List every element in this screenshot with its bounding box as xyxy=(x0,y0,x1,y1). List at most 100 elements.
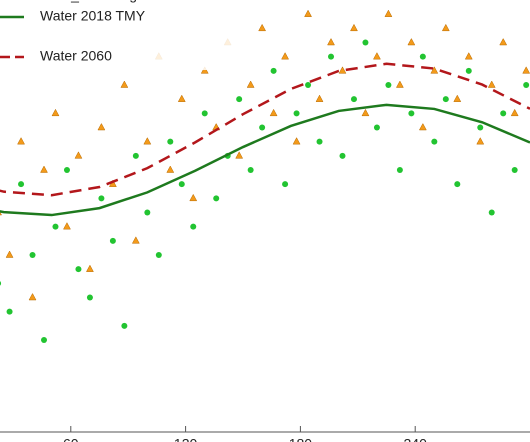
point xyxy=(40,165,48,173)
point xyxy=(86,264,94,272)
point xyxy=(373,52,381,60)
point xyxy=(167,138,174,145)
x-tick-label: 120 xyxy=(174,436,198,442)
legend-box xyxy=(0,0,250,70)
point xyxy=(235,151,244,159)
x-tick-label: 240 xyxy=(404,436,428,442)
legend-label: Water 2018 TMY xyxy=(40,8,146,24)
point xyxy=(5,250,14,258)
point xyxy=(201,110,208,117)
point xyxy=(361,108,370,117)
point xyxy=(166,165,175,173)
point xyxy=(144,209,151,216)
point xyxy=(328,53,335,60)
point xyxy=(97,122,106,131)
point xyxy=(98,195,105,202)
point xyxy=(189,193,198,202)
point xyxy=(407,37,416,46)
point xyxy=(408,110,415,117)
point xyxy=(131,236,140,244)
point xyxy=(327,37,335,46)
point xyxy=(350,96,357,103)
point xyxy=(200,66,209,74)
point xyxy=(63,222,71,230)
curve xyxy=(0,103,530,217)
point xyxy=(74,151,83,159)
point xyxy=(269,108,278,117)
point xyxy=(373,124,380,131)
point xyxy=(338,66,347,74)
point xyxy=(477,124,484,131)
point xyxy=(464,52,473,60)
point xyxy=(395,80,404,88)
point xyxy=(63,167,70,173)
point xyxy=(109,237,116,244)
point xyxy=(246,80,255,88)
point xyxy=(500,110,507,117)
point xyxy=(120,80,129,88)
point xyxy=(476,137,485,145)
x-tick-label: 60 xyxy=(63,436,79,442)
point xyxy=(316,138,323,145)
x-axis: 60 120 180 240 xyxy=(0,426,530,442)
point xyxy=(315,94,324,102)
point xyxy=(396,167,403,173)
point xyxy=(465,67,472,74)
point xyxy=(28,292,37,301)
point xyxy=(178,181,185,188)
point xyxy=(523,82,530,88)
point xyxy=(339,152,346,159)
point xyxy=(281,52,290,60)
point xyxy=(190,223,197,230)
point xyxy=(442,96,449,103)
point xyxy=(522,66,530,74)
point xyxy=(236,96,243,103)
point xyxy=(29,252,36,258)
point xyxy=(419,53,426,60)
point xyxy=(292,137,301,145)
point xyxy=(304,9,312,17)
legend-label: 2060_Chill: Avg = 15.6 °C xyxy=(40,0,200,3)
point xyxy=(282,181,289,188)
point xyxy=(350,23,358,32)
point xyxy=(511,167,518,173)
point xyxy=(488,209,495,216)
point xyxy=(385,82,392,88)
point xyxy=(270,67,277,74)
point xyxy=(177,94,186,102)
point xyxy=(132,152,139,159)
point xyxy=(453,94,462,102)
point xyxy=(17,137,25,145)
point xyxy=(487,80,496,88)
point xyxy=(0,281,2,286)
x-tick-label: 180 xyxy=(289,436,313,442)
point xyxy=(441,23,450,32)
point xyxy=(18,181,25,188)
point xyxy=(52,223,59,230)
point xyxy=(0,211,3,216)
point xyxy=(75,266,82,273)
point xyxy=(143,137,152,145)
point xyxy=(258,23,267,32)
point xyxy=(305,82,312,88)
point xyxy=(510,108,519,117)
point xyxy=(41,337,48,343)
point xyxy=(431,138,438,145)
point xyxy=(384,9,393,17)
point xyxy=(454,181,461,188)
point xyxy=(418,122,427,131)
point xyxy=(499,37,508,46)
point xyxy=(362,39,369,46)
curves xyxy=(0,62,530,217)
point xyxy=(259,124,266,131)
point xyxy=(155,252,162,258)
point xyxy=(86,294,93,301)
point xyxy=(213,195,220,202)
point xyxy=(6,308,13,315)
point xyxy=(121,322,128,329)
curve xyxy=(0,62,530,197)
point xyxy=(293,110,300,117)
point xyxy=(51,108,60,117)
